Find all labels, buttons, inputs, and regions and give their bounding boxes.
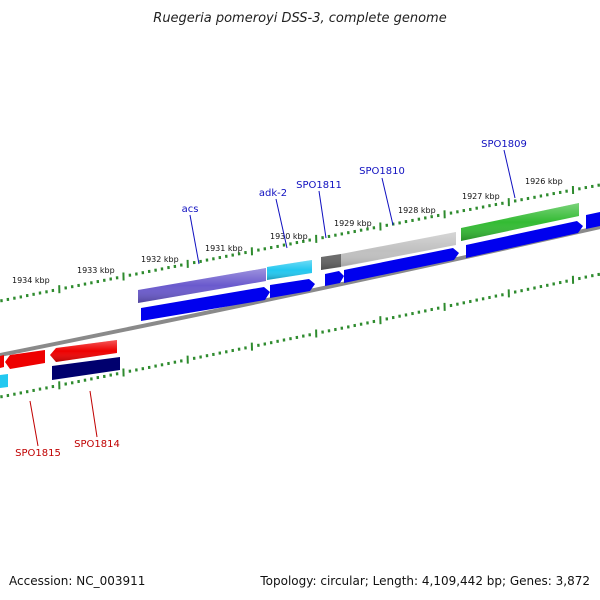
gene-label-spo1811[interactable]: SPO1811 xyxy=(296,180,342,191)
gene-label-adk-2[interactable]: adk-2 xyxy=(259,188,287,199)
acs-gene-arrow[interactable] xyxy=(141,287,270,321)
tick-label-1926: 1926 kbp xyxy=(525,177,563,186)
adk-2-leader xyxy=(275,198,288,249)
spo1815-gene-arrow[interactable] xyxy=(5,350,45,369)
edge-reverse-gene-arrow[interactable] xyxy=(0,355,4,368)
spo1814-gene-arrow-shade xyxy=(50,340,117,362)
reverse-cog-lane xyxy=(0,357,120,388)
lower-tick-row xyxy=(0,272,600,399)
gene-label-spo1810[interactable]: SPO1810 xyxy=(359,166,405,177)
gene-label-spo1809[interactable]: SPO1809 xyxy=(481,139,527,150)
tick-label-1934: 1934 kbp xyxy=(12,276,50,285)
tick-label-1929: 1929 kbp xyxy=(334,219,372,228)
label-leaders xyxy=(29,149,516,447)
tick-label-1933: 1933 kbp xyxy=(77,266,115,275)
upper-tick-row xyxy=(0,183,600,303)
spo1815-leader xyxy=(29,400,39,447)
adk-2-gene-arrow[interactable] xyxy=(270,279,315,298)
tick-label-1927: 1927 kbp xyxy=(462,192,500,201)
spo1809-leader xyxy=(503,149,516,199)
acs-cog-bar-shade xyxy=(138,268,266,303)
adk-2-cog-bar-shade xyxy=(267,260,312,280)
spo1811-leader xyxy=(318,190,327,239)
gene-label-spo1814[interactable]: SPO1814 xyxy=(74,439,120,450)
spo1814-leader xyxy=(89,390,98,438)
tick-label-1930: 1930 kbp xyxy=(270,232,308,241)
spo1809-gene-arrow[interactable] xyxy=(466,221,583,258)
acs-leader xyxy=(189,214,200,265)
tick-label-group: 1934 kbp 1933 kbp 1932 kbp 1931 kbp 1930… xyxy=(12,177,563,285)
tick-label-1932: 1932 kbp xyxy=(141,255,179,264)
spo1811-gene-arrow[interactable] xyxy=(325,271,344,286)
spo1809-cog-bar-shade xyxy=(461,203,579,241)
genome-summary-text: Topology: circular; Length: 4,109,442 bp… xyxy=(260,574,590,588)
gene-label-group: acs adk-2 SPO1811 SPO1810 SPO1809 SPO181… xyxy=(15,139,527,459)
gene-label-acs[interactable]: acs xyxy=(182,204,199,215)
map-title: Ruegeria pomeroyi DSS-3, complete genome xyxy=(153,11,446,26)
spo1810-cog-bar-shade xyxy=(321,232,456,270)
forward-cog-lane xyxy=(138,203,579,303)
spo1810-leader xyxy=(381,177,394,226)
reverse-gene-lane xyxy=(0,340,117,369)
spo1815-cog-bar[interactable] xyxy=(0,374,8,388)
tick-label-1931: 1931 kbp xyxy=(205,244,243,253)
accession-text: Accession: NC_003911 xyxy=(9,574,146,588)
next-forward-gene-arrow[interactable] xyxy=(586,212,600,229)
gene-label-spo1815[interactable]: SPO1815 xyxy=(15,448,61,459)
spo1810-gene-arrow[interactable] xyxy=(344,248,459,283)
forward-gene-lane xyxy=(141,212,600,321)
spo1814-cog-bar[interactable] xyxy=(52,357,120,380)
tick-label-1928: 1928 kbp xyxy=(398,206,436,215)
